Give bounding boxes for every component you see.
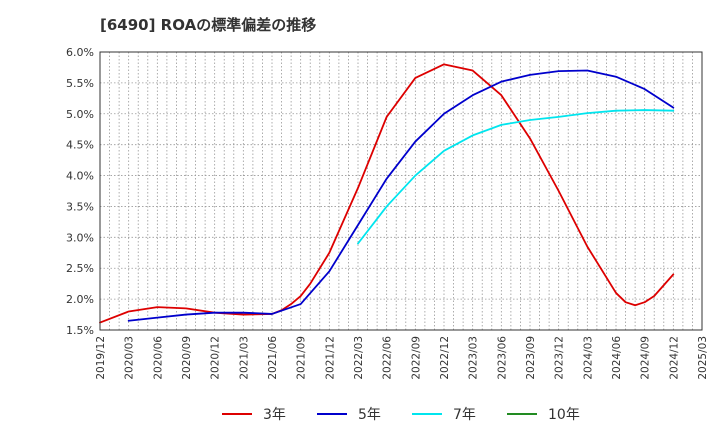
y-tick-label: 2.5% (66, 262, 94, 275)
chart-title: [6490] ROAの標準偏差の推移 (100, 16, 317, 34)
grid (100, 52, 702, 330)
x-tick-label: 2020/09 (181, 336, 193, 380)
series-layer (99, 63, 675, 324)
x-tick-label: 2024/09 (640, 336, 652, 380)
legend-label: 5年 (358, 407, 381, 423)
legend-label: 7年 (453, 407, 476, 423)
x-tick-label: 2021/03 (238, 336, 250, 380)
y-tick-label: 5.5% (66, 77, 94, 90)
y-axis: 1.5% 2.0% 2.5% 3.0% 3.5% 4.0% 4.5% 5.0% 5.5% 6.0% (66, 46, 94, 337)
y-tick-label: 6.0% (66, 46, 94, 59)
x-axis: 2019/12 2020/03 2020/06 2020/09 2020/12 2021/… (95, 336, 709, 380)
plot-frame (99, 51, 703, 331)
x-tick-label: 2022/03 (353, 336, 365, 380)
x-tick-label: 2022/06 (382, 336, 394, 380)
y-tick-label: 4.0% (66, 170, 94, 183)
x-tick-label: 2020/06 (152, 336, 164, 380)
legend-label: 3年 (263, 407, 286, 423)
x-tick-label: 2022/09 (410, 336, 422, 380)
y-tick-label: 3.5% (66, 200, 94, 213)
y-tick-label: 1.5% (66, 324, 94, 337)
x-tick-label: 2024/06 (611, 336, 623, 380)
y-tick-label: 5.0% (66, 108, 94, 121)
x-tick-label: 2021/12 (324, 336, 336, 380)
x-tick-label: 2024/12 (668, 336, 680, 380)
x-tick-label: 2023/12 (554, 336, 566, 380)
y-tick-label: 3.0% (66, 231, 94, 244)
x-tick-label: 2024/03 (582, 336, 594, 380)
series-line-7年 (357, 109, 675, 245)
x-tick-label: 2025/03 (697, 336, 709, 380)
x-tick-label: 2022/12 (439, 336, 451, 380)
x-tick-label: 2023/09 (525, 336, 537, 380)
y-tick-label: 4.5% (66, 139, 94, 152)
series-line-5年 (127, 69, 675, 322)
x-tick-label: 2019/12 (95, 336, 107, 380)
legend-label: 10年 (548, 407, 580, 423)
x-tick-label: 2023/06 (496, 336, 508, 380)
x-tick-label: 2020/03 (124, 336, 136, 380)
x-tick-label: 2020/12 (210, 336, 222, 380)
x-tick-label: 2021/09 (296, 336, 308, 380)
x-tick-label: 2023/03 (468, 336, 480, 380)
x-tick-label: 2021/06 (267, 336, 279, 380)
y-tick-label: 2.0% (66, 293, 94, 306)
legend: 3年 5年 7年 10年 (222, 407, 580, 423)
